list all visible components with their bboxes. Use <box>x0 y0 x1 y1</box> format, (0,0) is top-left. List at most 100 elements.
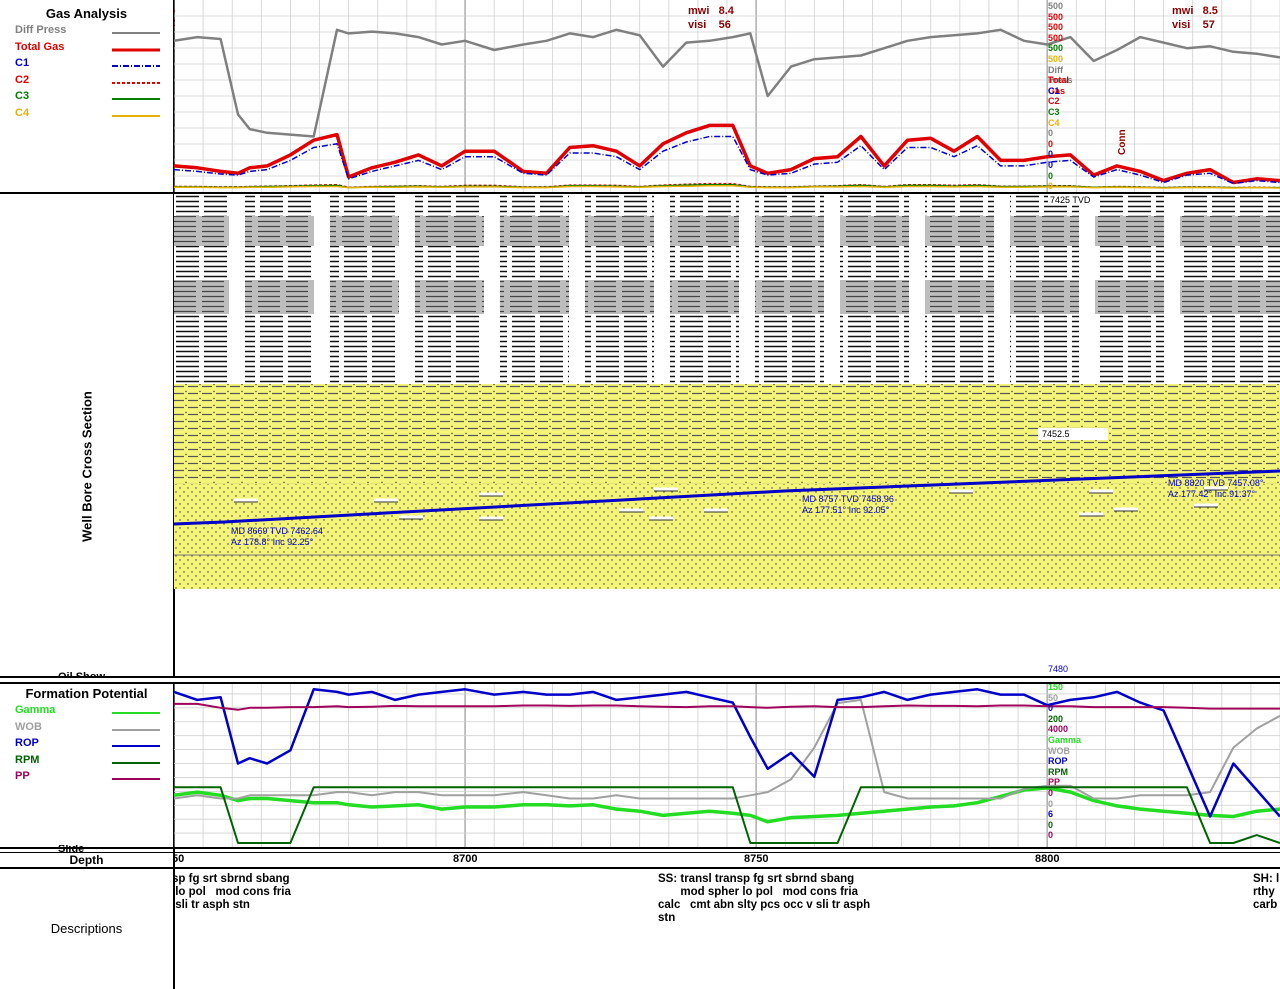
tvd-top-label: 7425 TVD <box>1048 195 1093 205</box>
legend-swatch <box>112 114 160 117</box>
oil-show-cut-label: Oil Show <box>58 671 106 678</box>
scale-label: 0 <box>1048 788 1054 798</box>
legend-item-c2: C2 <box>15 74 165 89</box>
mud-properties-1: mwi 8.4 visi 56 <box>688 5 734 31</box>
legend-swatch <box>112 712 160 714</box>
divider-gas-wellbore <box>0 192 1280 194</box>
legend-item-total-gas: Total Gas <box>15 41 165 56</box>
gas-analysis-track: 42 mwi 8.4 visi 56 mwi 8.5 visi 57 Conn … <box>174 0 1280 192</box>
descriptions-track: sp fg srt sbrnd sbang lo pol mod cons fr… <box>174 870 1280 989</box>
track-gap <box>229 194 245 384</box>
gas-chart <box>174 0 1280 192</box>
track-gap <box>654 194 670 384</box>
depth-tick-8750: 8750 <box>744 853 769 865</box>
left-label-column <box>0 0 175 989</box>
scale-label: 0 <box>1048 149 1054 160</box>
legend-label: Diff Press <box>15 24 67 36</box>
layer-shale <box>174 246 1280 280</box>
track-gap <box>1079 194 1095 384</box>
scale-label: C3 <box>1048 107 1060 117</box>
depth-title: Depth <box>69 853 104 867</box>
scale-label: 500 <box>1048 1 1064 11</box>
layer-shale <box>174 194 1280 216</box>
mud-properties-2: mwi 8.5 visi 57 <box>1172 5 1218 31</box>
track-gap <box>1164 194 1180 384</box>
scale-label: 0 <box>1048 181 1054 192</box>
legend-label: WOB <box>15 720 42 733</box>
track-gap <box>569 194 585 384</box>
legend-item-c3: C3 <box>15 90 165 105</box>
depth-tick-8800: 8800 <box>1035 853 1060 865</box>
wellbore-path <box>174 469 1280 526</box>
scale-label: 500 <box>1048 54 1064 64</box>
scale-label: C2 <box>1048 96 1060 107</box>
scale-label: 0 <box>1048 830 1054 841</box>
tvd-marker-label: 7452.5 <box>1038 428 1108 440</box>
legend-item-wob: WOB <box>15 721 165 736</box>
scale-label: WOB <box>1048 745 1070 756</box>
descriptions-title: Descriptions <box>50 921 123 936</box>
series-total-gas <box>174 123 1280 185</box>
survey-label-2: MD 8757 TVD 7458.96 Az 177.51° Inc 92.05° <box>802 494 894 515</box>
series-wob <box>174 698 1280 800</box>
scale-label: 4000 <box>1048 724 1069 735</box>
wellbore-cross-section <box>174 194 1280 589</box>
legend-item-c1: C1 <box>15 57 165 72</box>
scale-label: 200 <box>1048 713 1064 724</box>
legend-item-diff-press: Diff Press <box>15 24 165 39</box>
wellbore-track: 7425 TVD 7452.5 7480 MD 8669 TVD 7462.64… <box>174 194 1280 676</box>
legend-item-pp: PP <box>15 770 165 785</box>
scale-label: Diff Press <box>1048 64 1073 86</box>
divider-slide-depth <box>0 852 1280 853</box>
track-gap <box>994 194 1010 384</box>
legend-swatch <box>112 48 160 51</box>
layer-grey-shale <box>174 280 1280 314</box>
legend-item-gamma: Gamma <box>15 704 165 719</box>
depth-track: 50 8700 8750 8800 <box>174 853 1280 867</box>
track-gap <box>484 194 500 384</box>
description-entry: sp fg srt sbrnd sbang lo pol mod cons fr… <box>174 873 291 911</box>
formation-title: Formation Potential <box>25 686 148 701</box>
layer-grey-shale <box>174 216 1280 246</box>
legend-label: C2 <box>15 73 30 86</box>
layer-sand <box>174 484 1280 589</box>
legend-swatch <box>112 32 160 34</box>
legend-swatch <box>112 98 160 100</box>
conn-annotation: Conn <box>1117 129 1128 155</box>
track-gap <box>739 194 755 384</box>
track-gap <box>824 194 840 384</box>
divider-depth-descriptions <box>0 867 1280 869</box>
formation-potential-track: 150 50 0 200 4000 Gamma WOB ROP RPM PP 0 0 6 0 0 <box>174 680 1280 847</box>
series-pp <box>174 702 1280 711</box>
legend-label: C4 <box>15 106 30 119</box>
scale-label: 50 <box>1048 692 1059 703</box>
scale-label: 0 <box>1048 798 1054 809</box>
legend-label: PP <box>15 770 30 782</box>
description-entry: SS: transl transp fg srt sbrnd sbang mod… <box>658 873 871 924</box>
series-gamma <box>174 786 1280 824</box>
scale-label: Total Gas <box>1048 75 1069 96</box>
track-gap <box>399 194 415 384</box>
scale-label: 500 <box>1048 22 1064 33</box>
track-gap <box>909 194 925 384</box>
scale-label: 500 <box>1048 43 1064 54</box>
legend-label: Total Gas <box>15 40 65 53</box>
legend-label: C3 <box>15 90 30 102</box>
legend-label: RPM <box>15 753 40 766</box>
scale-label: 6 <box>1048 809 1054 820</box>
scale-label: 0 <box>1048 703 1054 714</box>
scale-label: RPM <box>1048 766 1068 777</box>
legend-item-rpm: RPM <box>15 754 165 769</box>
depth-tick-8700: 8700 <box>453 853 478 865</box>
wellbore-label-cell: Well Bore Cross Section <box>0 193 173 677</box>
scale-label: 0 <box>1048 170 1054 181</box>
legend-item-c4: C4 <box>15 107 165 122</box>
series-rop <box>174 688 1280 818</box>
scale-label: 0 <box>1048 160 1054 170</box>
scale-label: 0 <box>1048 128 1054 139</box>
scale-label: 0 <box>1048 138 1054 149</box>
scale-label: Gamma <box>1048 735 1082 745</box>
formation-chart <box>174 680 1280 847</box>
scale-label: ROP <box>1048 756 1068 767</box>
legend-label: C1 <box>15 57 30 69</box>
